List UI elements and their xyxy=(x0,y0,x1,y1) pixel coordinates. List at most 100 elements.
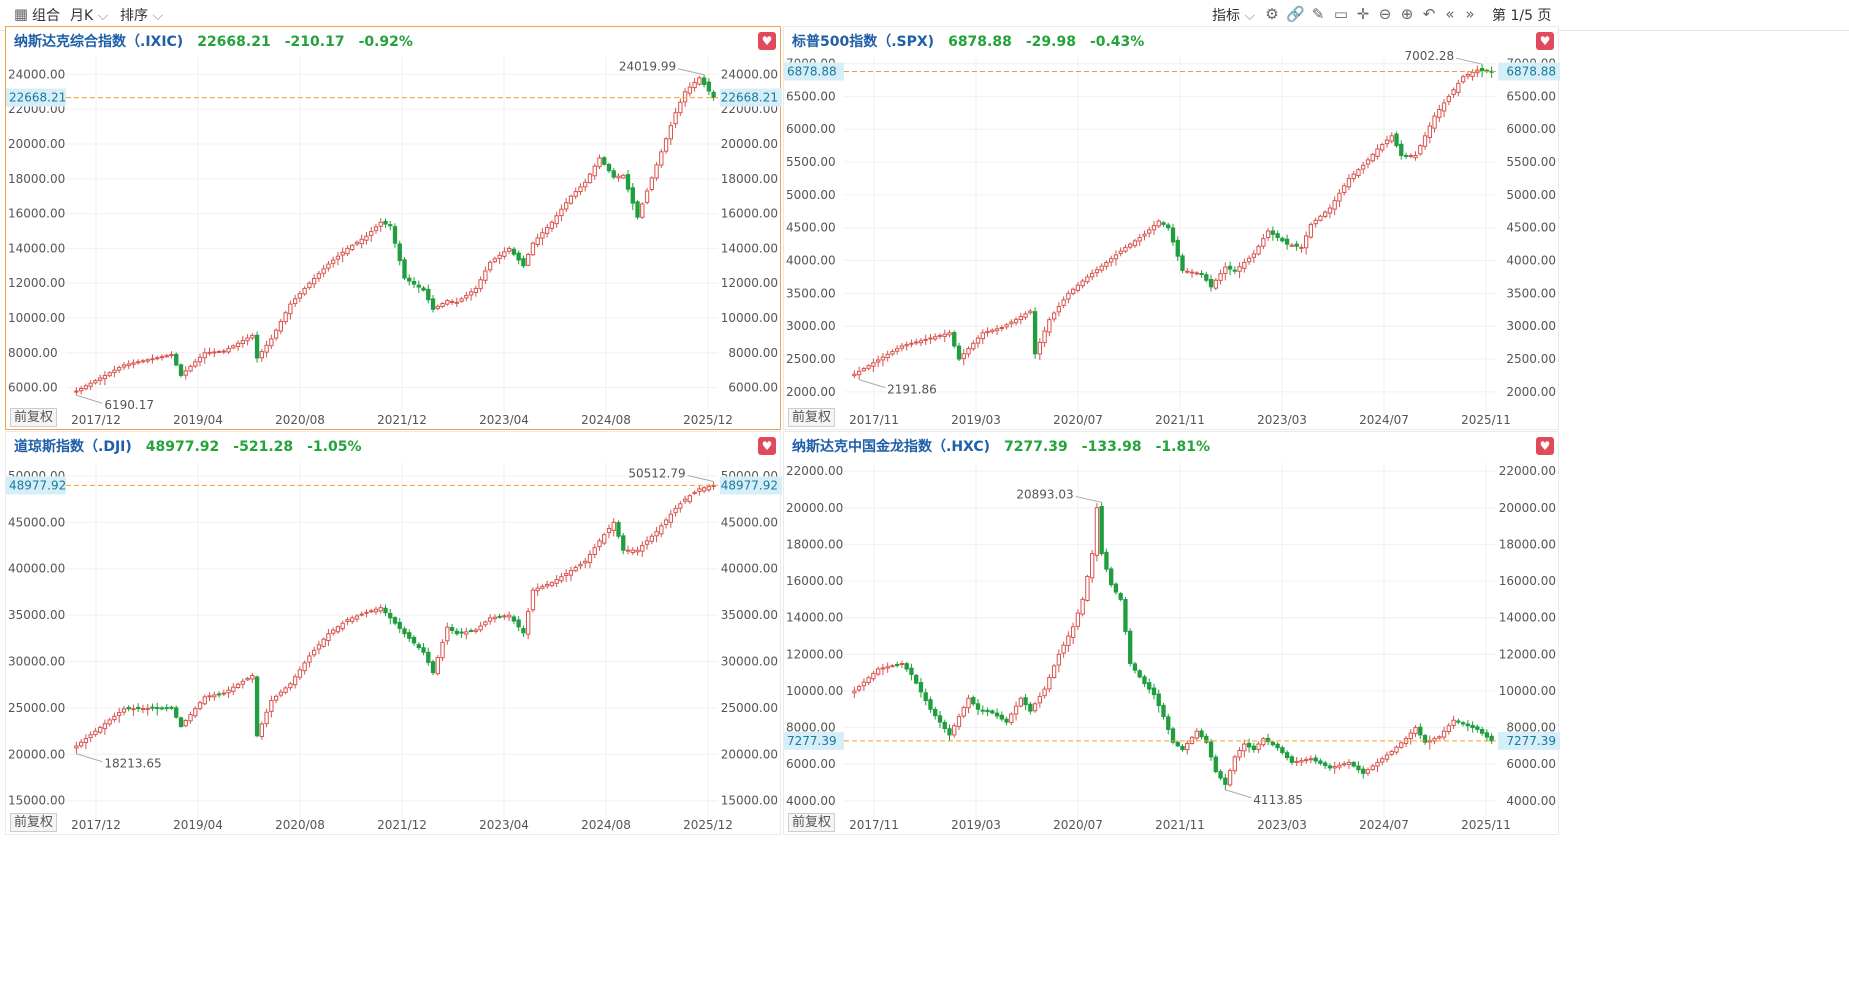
candle-body xyxy=(478,279,483,290)
candle-body xyxy=(1089,553,1095,579)
undo-icon[interactable]: ↶ xyxy=(1422,5,1436,23)
zoom-out-icon[interactable]: ⊖ xyxy=(1378,5,1392,23)
candle xyxy=(1432,112,1437,133)
candle xyxy=(985,707,990,717)
candle xyxy=(1023,693,1028,711)
candle xyxy=(1242,258,1247,273)
candle-body xyxy=(895,348,900,352)
link-icon[interactable]: 🔗 xyxy=(1286,5,1305,23)
candle xyxy=(1313,217,1318,228)
period-label: 月K xyxy=(70,8,94,24)
candle xyxy=(202,348,207,364)
candle-body xyxy=(1151,687,1157,696)
zoom-in-icon[interactable]: ⊕ xyxy=(1400,5,1414,23)
candle-body xyxy=(183,720,188,727)
candle xyxy=(937,333,943,339)
chart-panel-ixic[interactable]: 6000.00 6000.00 8000.00 8000.00 10000.00 1000… xyxy=(5,26,782,430)
candle xyxy=(1170,726,1176,745)
candle xyxy=(549,581,555,588)
candle xyxy=(155,355,160,361)
candle-body xyxy=(1289,244,1295,247)
chart-panel-hxc[interactable]: 4000.00 4000.00 6000.00 6000.00 8000.00 8000.… xyxy=(783,431,1560,835)
candle xyxy=(483,620,488,627)
candle xyxy=(1185,740,1190,755)
settings-icon[interactable]: ⚙ xyxy=(1265,5,1279,23)
candle-body xyxy=(1137,237,1142,242)
candle xyxy=(445,299,450,306)
candle xyxy=(1346,173,1352,191)
chart-panel-spx[interactable]: 2000.00 2000.00 2500.00 2500.00 3000.00 3000.… xyxy=(783,26,1560,430)
chart-panel-dji[interactable]: 15000.00 15000.00 20000.00 20000.00 25000.00… xyxy=(5,431,782,835)
y-tick-label-left: 22000.00 xyxy=(786,464,843,478)
candle xyxy=(1280,745,1285,755)
candle-body xyxy=(483,621,488,626)
candle-body xyxy=(1265,230,1271,239)
candle-body xyxy=(383,607,388,614)
candle-body xyxy=(402,628,407,635)
candle xyxy=(1227,261,1233,276)
candle xyxy=(411,277,417,288)
candle-body xyxy=(861,681,867,687)
y-tick-label-left: 5000.00 xyxy=(786,188,836,202)
indicator-dropdown[interactable]: 指标 ⌵ xyxy=(1212,5,1255,25)
candle xyxy=(1465,720,1471,732)
candle-body xyxy=(117,712,122,716)
candle xyxy=(364,231,369,245)
adjust-mode-label[interactable]: 前复权 xyxy=(10,408,58,427)
candle xyxy=(682,495,688,504)
candle xyxy=(1479,726,1485,736)
candle xyxy=(150,703,155,712)
candle xyxy=(1384,135,1390,148)
candle-body xyxy=(1028,310,1033,314)
candle xyxy=(502,613,507,620)
candle-body xyxy=(1470,71,1475,77)
candle xyxy=(928,696,933,713)
candle xyxy=(952,330,957,349)
combo-button[interactable]: 组合 xyxy=(32,8,60,24)
candle-body xyxy=(530,589,536,611)
candle xyxy=(611,168,616,180)
favorite-heart-icon[interactable]: ♥ xyxy=(758,437,776,455)
candle xyxy=(540,228,545,246)
comment-icon[interactable]: ▭ xyxy=(1333,5,1349,23)
favorite-heart-icon[interactable]: ♥ xyxy=(1536,437,1554,455)
candle-body xyxy=(1132,240,1138,247)
adjust-mode-label[interactable]: 前复权 xyxy=(788,408,836,427)
candle xyxy=(511,614,517,625)
next-page-icon[interactable]: » xyxy=(1465,5,1475,23)
candle xyxy=(1361,161,1366,174)
sort-dropdown[interactable]: 排序 ⌵ xyxy=(120,5,163,25)
crosshair-icon[interactable]: ✛ xyxy=(1356,5,1370,23)
candle-body xyxy=(961,353,966,360)
index-name: 纳斯达克中国金龙指数（.HXC) xyxy=(792,439,991,455)
candle xyxy=(928,334,933,344)
candle-body xyxy=(525,253,531,266)
favorite-heart-icon[interactable]: ♥ xyxy=(758,32,776,50)
candle xyxy=(1161,221,1166,227)
favorite-heart-icon[interactable]: ♥ xyxy=(1536,32,1554,50)
candle-body xyxy=(426,651,431,663)
candle-body xyxy=(321,638,326,647)
candle xyxy=(131,359,136,369)
candle xyxy=(1208,274,1214,292)
candle-body xyxy=(326,263,331,269)
prev-page-icon[interactable]: « xyxy=(1445,5,1455,23)
candle-body xyxy=(364,611,369,614)
candle xyxy=(994,708,1000,720)
candle xyxy=(1032,701,1038,713)
candle-body xyxy=(1289,756,1295,763)
adjust-mode-label[interactable]: 前复权 xyxy=(788,813,836,832)
candle xyxy=(904,661,909,672)
candle-body xyxy=(487,261,493,271)
candle xyxy=(1199,728,1204,740)
y-tick-label-left: 12000.00 xyxy=(8,276,65,290)
pen-icon[interactable]: ✎ xyxy=(1311,5,1325,23)
candle xyxy=(1303,756,1309,764)
candle xyxy=(164,353,169,358)
period-dropdown[interactable]: 月K ⌵ xyxy=(70,5,108,25)
adjust-mode-label[interactable]: 前复权 xyxy=(10,813,58,832)
grid-icon[interactable]: ▦ xyxy=(13,5,29,23)
candle xyxy=(1384,751,1390,763)
candle xyxy=(933,706,938,720)
candle xyxy=(1370,763,1375,772)
